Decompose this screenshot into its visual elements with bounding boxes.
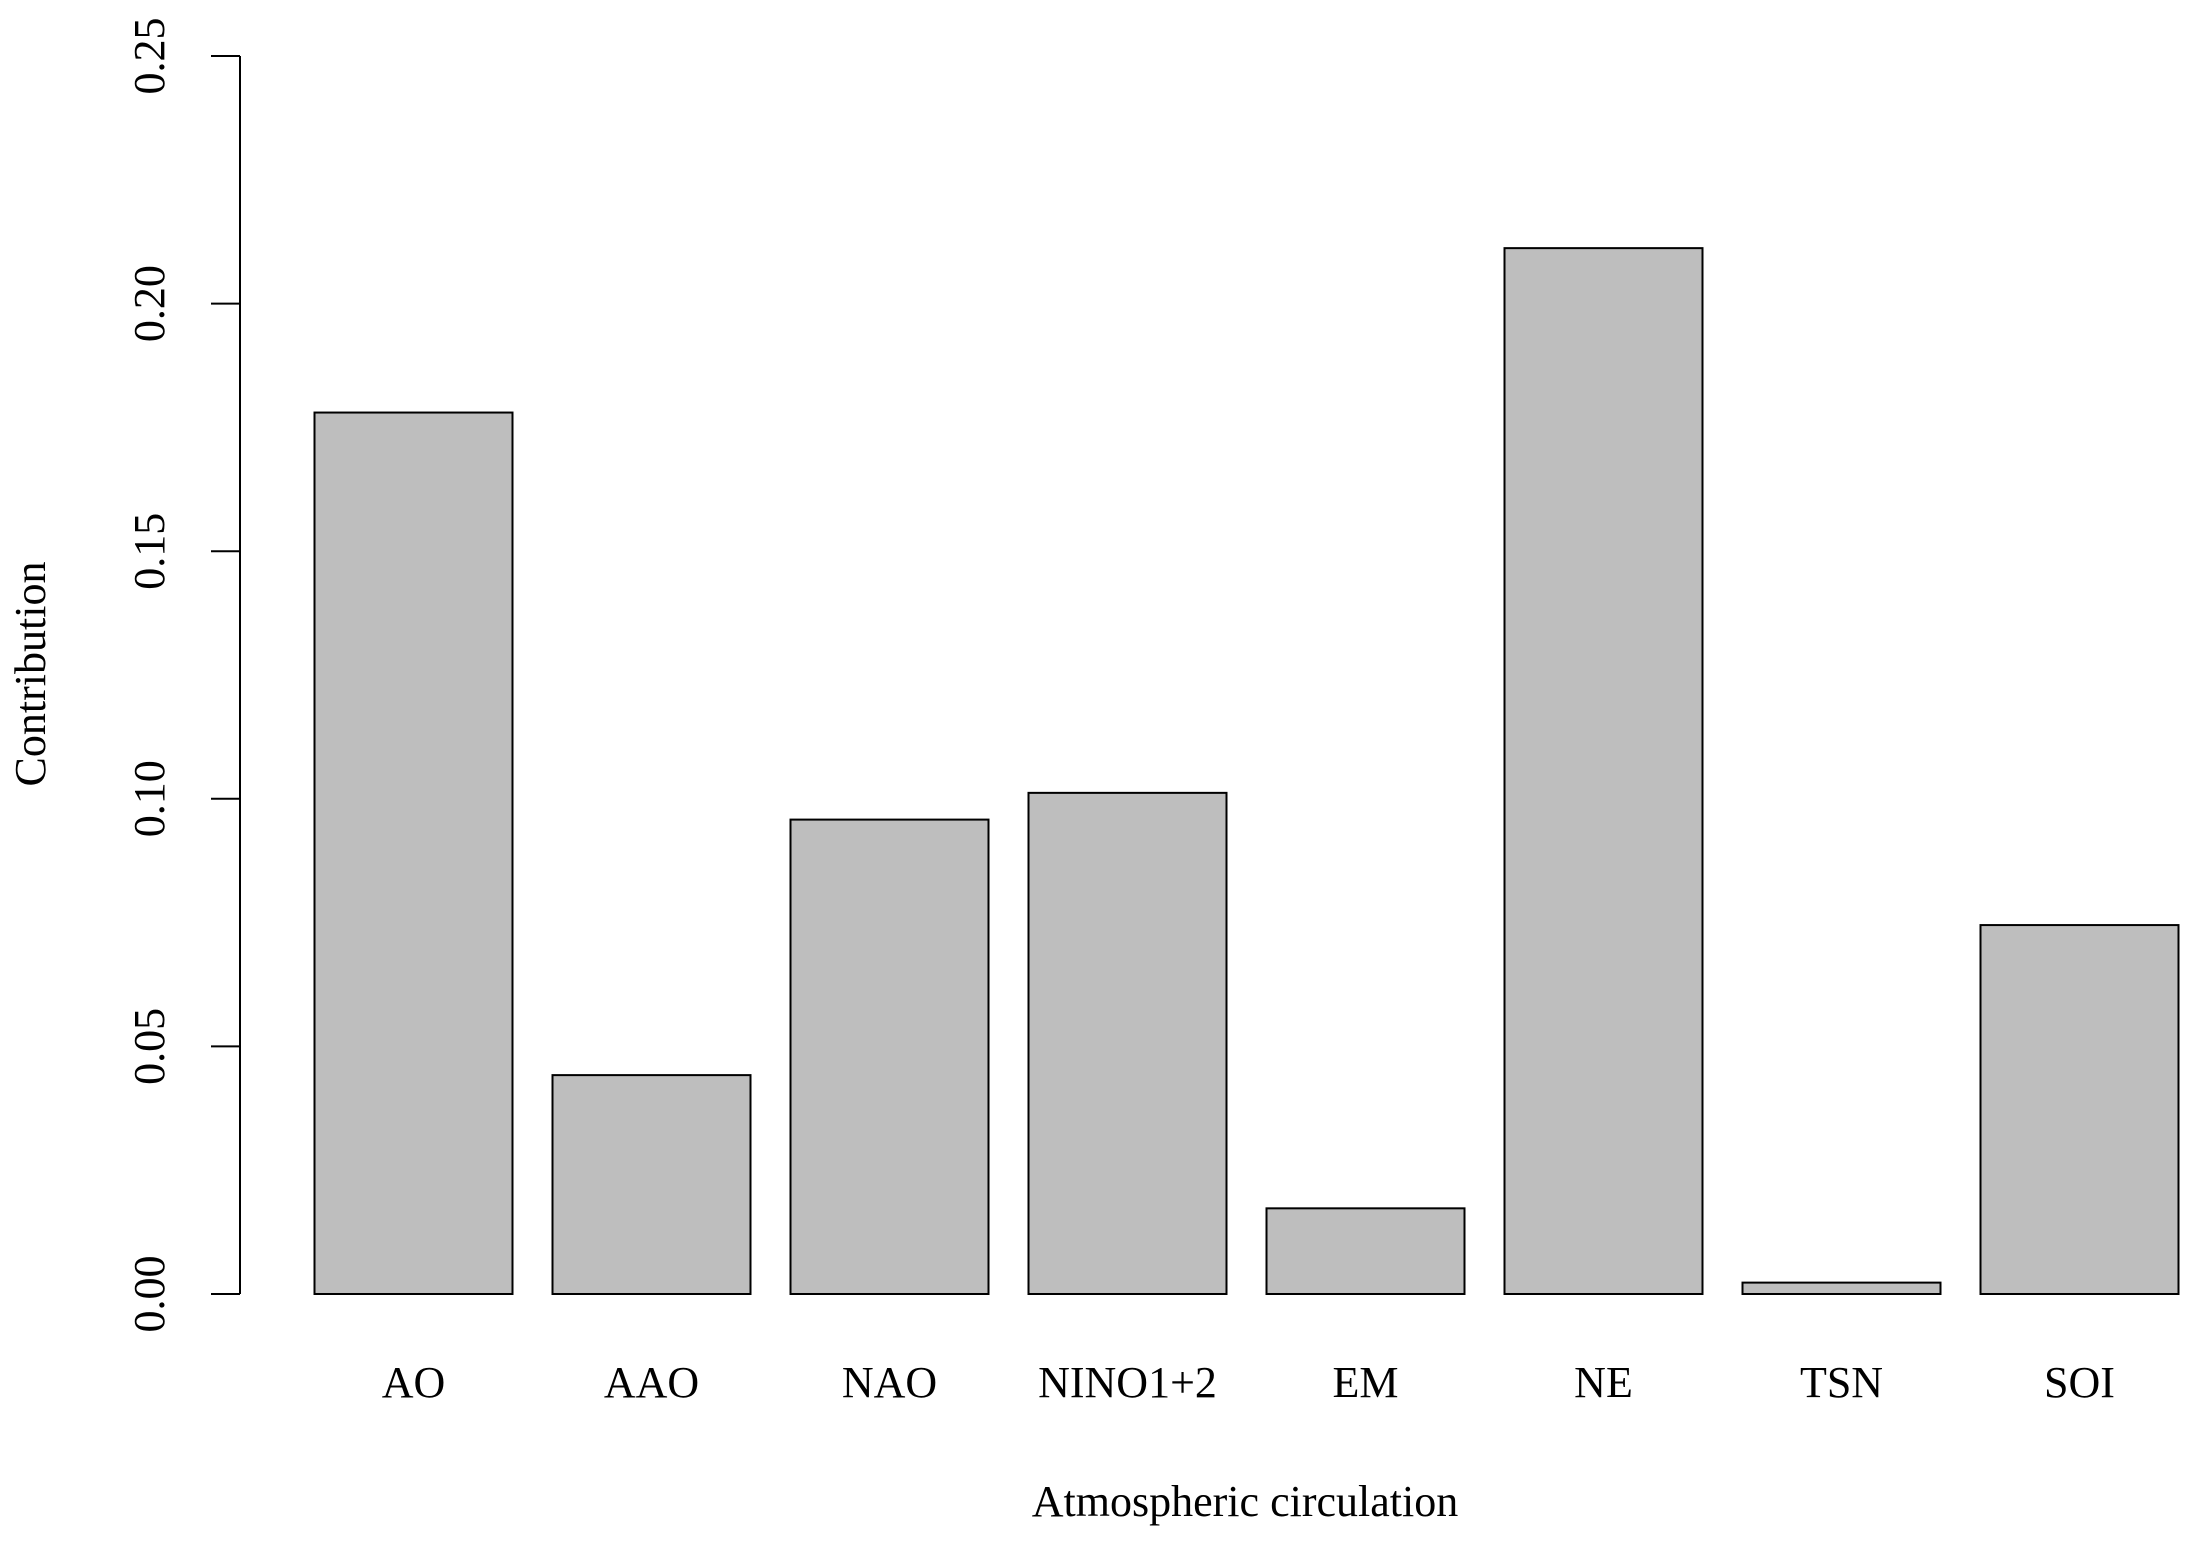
y-tick-label: 0.10 (125, 760, 174, 837)
bar (1265, 1207, 1466, 1296)
x-tick-label: SOI (2044, 1358, 2115, 1407)
x-tick-label: NE (1574, 1358, 1633, 1407)
x-tick-label: NINO1+2 (1038, 1358, 1217, 1407)
bar (1503, 247, 1704, 1296)
x-tick-label: NAO (842, 1358, 937, 1407)
x-tick-label: EM (1333, 1358, 1399, 1407)
bar (313, 411, 514, 1295)
bar (1027, 791, 1228, 1295)
x-tick-label: TSN (1800, 1358, 1883, 1407)
x-tick-label: AAO (604, 1358, 699, 1407)
bar (1741, 1281, 1942, 1295)
y-tick-label: 0.20 (125, 265, 174, 342)
bar (551, 1074, 752, 1295)
y-tick-label: 0.15 (125, 513, 174, 590)
x-tick-label: AO (382, 1358, 446, 1407)
y-tick-label: 0.25 (125, 18, 174, 95)
x-axis-title: Atmospheric circulation (1032, 1477, 1458, 1526)
y-tick-label: 0.00 (125, 1256, 174, 1333)
bar (1979, 924, 2180, 1295)
y-axis-title: Contribution (6, 562, 55, 787)
bar (789, 818, 990, 1295)
y-tick-label: 0.05 (125, 1008, 174, 1085)
